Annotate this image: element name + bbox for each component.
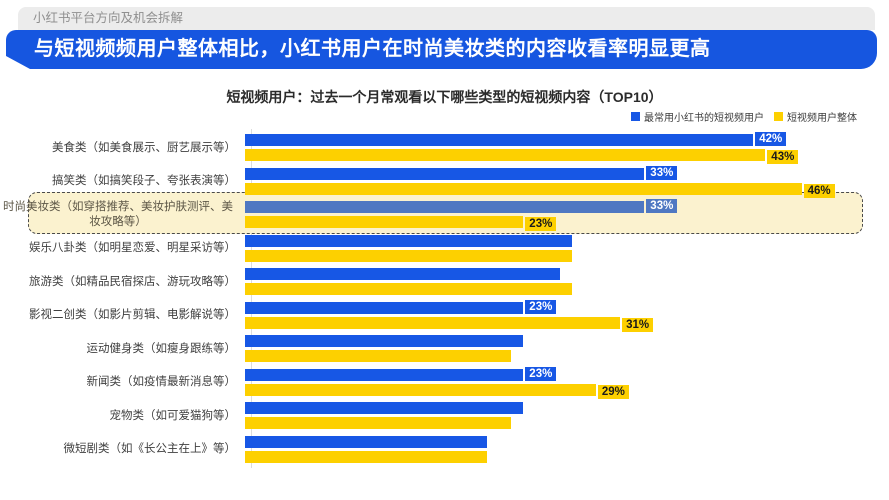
legend-item-xhs: 最常用小红书的短视频用户 — [631, 109, 764, 124]
chart-rows: 美食类（如美食展示、厨艺展示等） 42% 43% 搞笑类（如搞笑段子、夸张表演等… — [0, 131, 889, 466]
bar-xhs — [245, 201, 645, 214]
category-label: 影视二创类（如影片剪辑、电影解说等） — [29, 309, 236, 322]
legend-label-overall: 短视频用户整体 — [787, 113, 857, 124]
legend-swatch-blue — [631, 112, 640, 121]
chart-row: 新闻类（如疫情最新消息等） 23% 29% — [0, 366, 889, 400]
category-label: 娱乐八卦类（如明星恋爱、明星采访等） — [29, 242, 236, 255]
category-label: 旅游类（如精品民宿探店、游玩攻略等） — [29, 275, 236, 288]
chart-row: 微短剧类（如《长公主在上》等） — [0, 433, 889, 467]
bar-xhs-value: 23% — [525, 366, 557, 381]
category-label: 搞笑类（如搞笑段子、夸张表演等） — [52, 175, 236, 188]
chart-legend: 最常用小红书的短视频用户 短视频用户整体 — [631, 109, 857, 124]
bar-overall-value: 43% — [767, 150, 799, 165]
bar-xhs — [245, 134, 754, 147]
bar-overall-value: 31% — [622, 317, 654, 332]
chart-axis-line — [251, 129, 252, 468]
chart-row: 娱乐八卦类（如明星恋爱、明星采访等） — [0, 232, 889, 266]
bar-group: 23% 31% — [244, 299, 889, 332]
kicker-text: 小红书平台方向及机会拆解 — [33, 11, 184, 25]
bar-overall — [245, 383, 596, 396]
bar-group — [244, 268, 889, 296]
category-label: 宠物类（如可爱猫狗等） — [109, 409, 237, 422]
bar-overall — [245, 450, 487, 463]
chart-row: 运动健身类（如瘦身跟练等） — [0, 332, 889, 366]
legend-swatch-yellow — [774, 112, 783, 121]
bar-overall — [245, 283, 572, 296]
legend-label-xhs: 最常用小红书的短视频用户 — [644, 113, 764, 124]
chart-title: 短视频用户：过去一个月常观看以下哪些类型的短视频内容（TOP10） — [226, 89, 663, 105]
bar-xhs-value: 23% — [525, 299, 557, 314]
bar-overall — [245, 316, 621, 329]
bar-overall-value: 46% — [803, 183, 835, 198]
bar-overall — [245, 417, 512, 430]
chart-row: 时尚美妆类（如穿搭推荐、美妆护肤测评、美妆攻略等） 33% 23% — [0, 192, 889, 234]
bar-xhs — [245, 301, 524, 314]
bar-group: 42% 43% — [244, 132, 889, 165]
bar-xhs-value: 42% — [755, 132, 787, 147]
bar-overall — [245, 249, 572, 262]
category-label: 微短剧类（如《长公主在上》等） — [63, 443, 237, 456]
bar-group — [244, 402, 889, 430]
bar-xhs — [245, 368, 524, 381]
bar-overall — [245, 149, 766, 162]
category-label: 时尚美妆类（如穿搭推荐、美妆护肤测评、美妆攻略等） — [3, 201, 233, 228]
category-label: 美食类（如美食展示、厨艺展示等） — [52, 141, 236, 154]
bar-overall — [245, 216, 524, 229]
bar-overall-value: 29% — [597, 384, 629, 399]
bar-group — [244, 234, 889, 262]
bar-group — [244, 335, 889, 363]
bar-xhs — [245, 234, 572, 247]
bar-xhs-value: 33% — [646, 199, 678, 214]
category-label: 运动健身类（如瘦身跟练等） — [86, 342, 237, 355]
chart-row: 宠物类（如可爱猫狗等） — [0, 399, 889, 433]
bar-xhs — [245, 435, 487, 448]
banner-title: 与短视频频用户整体相比，小红书用户在时尚美妆类的内容收看率明显更高 — [34, 38, 711, 60]
title-banner: 与短视频频用户整体相比，小红书用户在时尚美妆类的内容收看率明显更高 — [6, 30, 877, 69]
chart-row: 美食类（如美食展示、厨艺展示等） 42% 43% — [0, 131, 889, 165]
bar-xhs — [245, 167, 645, 180]
bar-group — [244, 435, 889, 463]
bar-xhs — [245, 335, 524, 348]
kicker-strip: 小红书平台方向及机会拆解 — [18, 7, 875, 30]
bar-group: 33% 46% — [244, 165, 889, 198]
bar-xhs — [245, 268, 560, 281]
chart-row: 旅游类（如精品民宿探店、游玩攻略等） — [0, 265, 889, 299]
bar-overall — [245, 182, 802, 195]
bar-xhs-value: 33% — [646, 165, 678, 180]
bar-overall — [245, 350, 512, 363]
bar-overall-value: 23% — [525, 217, 557, 232]
bar-chart: 美食类（如美食展示、厨艺展示等） 42% 43% 搞笑类（如搞笑段子、夸张表演等… — [0, 129, 889, 468]
chart-row: 影视二创类（如影片剪辑、电影解说等） 23% 31% — [0, 299, 889, 333]
bar-group: 33% 23% — [244, 199, 889, 232]
legend-item-overall: 短视频用户整体 — [774, 109, 857, 124]
chart-row: 搞笑类（如搞笑段子、夸张表演等） 33% 46% — [0, 165, 889, 199]
bar-group: 23% 29% — [244, 366, 889, 399]
bar-xhs — [245, 402, 524, 415]
category-label: 新闻类（如疫情最新消息等） — [86, 376, 237, 389]
